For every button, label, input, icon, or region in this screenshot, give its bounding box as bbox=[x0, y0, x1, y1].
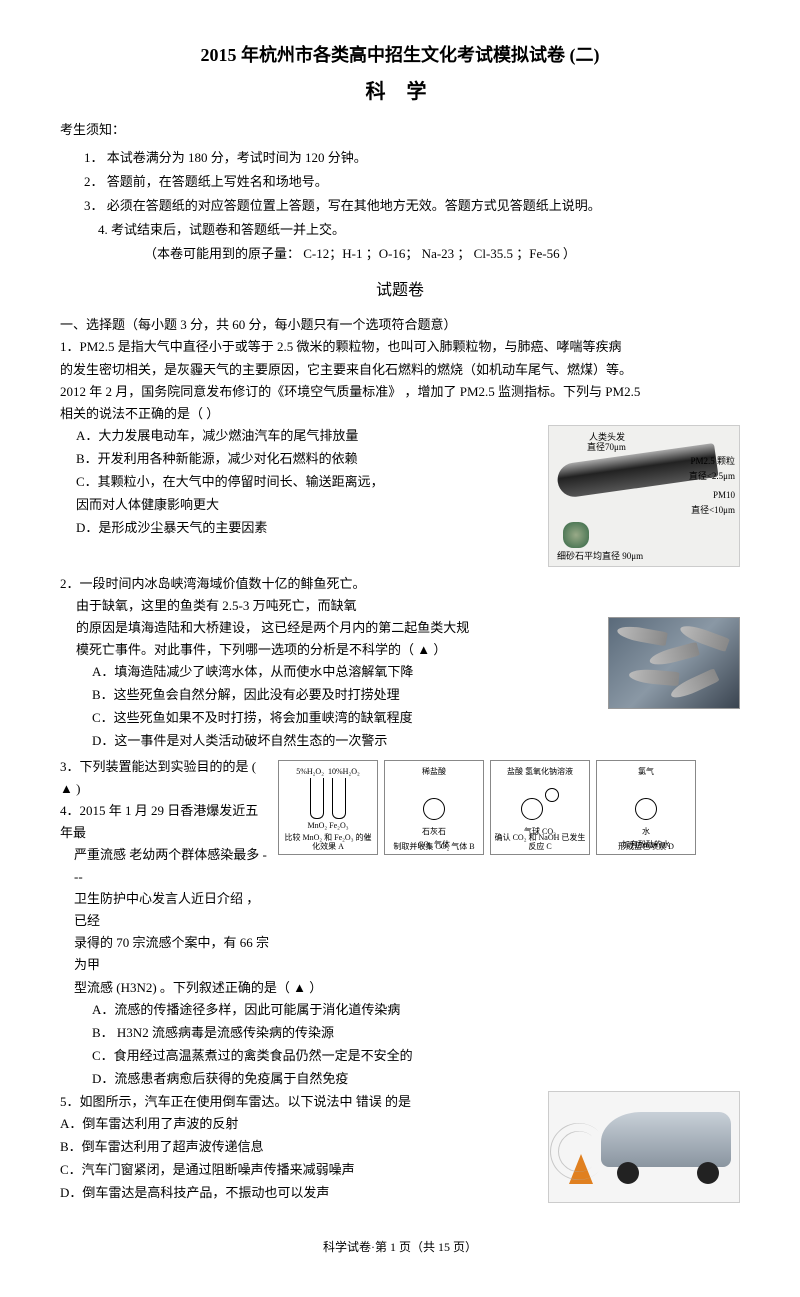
wheel-icon bbox=[617, 1162, 639, 1184]
q4-opt-b: B． H3N2 流感病毒是流感传染病的传染源 bbox=[92, 1022, 740, 1044]
caption-d: 形成蓝色喷泉 D bbox=[599, 843, 693, 852]
flask-icon bbox=[423, 798, 445, 820]
t: PM2.5 颗粒 bbox=[690, 456, 735, 466]
notice-header: 考生须知： bbox=[60, 119, 740, 141]
t: 稀盐酸 bbox=[385, 765, 483, 779]
fish-shape bbox=[616, 624, 668, 646]
label-sand: 细砂石平均直径 90μm bbox=[557, 549, 643, 564]
q4-stem: 严重流感 老幼两个群体感染最多 --- bbox=[74, 844, 270, 888]
t: 直径<2.5μm bbox=[689, 471, 735, 481]
q2-stem: 由于缺氧，这里的鱼类有 2.5-3 万吨死亡，而缺氧 bbox=[76, 595, 740, 617]
label-pm10: PM10 直径<10μm bbox=[691, 488, 735, 519]
car-body bbox=[601, 1112, 731, 1167]
t: 石灰石 bbox=[385, 825, 483, 839]
tube-icon bbox=[332, 778, 346, 819]
notice-item: 4. 考试结束后，试题卷和答题纸一并上交。 bbox=[98, 219, 740, 241]
t: PM10 bbox=[713, 490, 735, 500]
label-hair-d: 直径70μm bbox=[587, 440, 626, 455]
apparatus-c: 盐酸 氢氧化钠溶液 气球 CO₂ 确认 CO₂ 和 NaOH 已发生反应 C bbox=[490, 760, 590, 855]
caption-c: 确认 CO₂ 和 NaOH 已发生反应 C bbox=[493, 834, 587, 852]
caption-a: 比较 MnO₂ 和 Fe₂O₃ 的催化效果 A bbox=[281, 834, 375, 852]
q1-stem: 2012 年 2 月，国务院同意发布修订的《环境空气质量标准》 ，增加了 PM2… bbox=[60, 381, 740, 403]
t: MnO₂ bbox=[307, 821, 327, 830]
t: 氯气 bbox=[597, 765, 695, 779]
q1-stem: 的发生密切相关，是灰霾天气的主要原因，它主要来自化石燃料的燃烧（如机动车尾气、燃… bbox=[60, 359, 740, 381]
t: Fe₂O₃ bbox=[329, 821, 348, 830]
section-header: 试题卷 bbox=[60, 277, 740, 304]
page-footer: 科学试卷·第 1 页（共 15 页） bbox=[60, 1237, 740, 1257]
question-2: 2．一段时间内冰岛峡湾海域价值数十亿的鲱鱼死亡。 由于缺氧，这里的鱼类有 2.5… bbox=[60, 573, 740, 754]
q2-opt-c: C．这些死鱼如果不及时打捞，将会加重峡湾的缺氧程度 bbox=[92, 707, 740, 729]
question-1: 1．PM2.5 是指大气中直径小于或等于 2.5 微米的颗粒物，也叫可入肺颗粒物… bbox=[60, 336, 740, 570]
q4-opt-c: C．食用经过高温蒸煮过的禽类食品仍然一定是不安全的 bbox=[92, 1045, 740, 1067]
sand-graphic bbox=[563, 522, 589, 548]
q2-opt-d: D．这一事件是对人类活动破坏自然生态的一次警示 bbox=[92, 730, 740, 752]
atomic-masses: （本卷可能用到的原子量： C-12；H-1 ；O-16； Na-23 ； Cl-… bbox=[144, 243, 740, 265]
t: 5%H₂O₂ bbox=[296, 767, 324, 776]
figure-car bbox=[548, 1091, 740, 1203]
apparatus-a: 5%H₂O₂ 10%H₂O₂ MnO₂ Fe₂O₃ 比较 MnO₂ 和 Fe₂O… bbox=[278, 760, 378, 855]
notice-item: 1． 本试卷满分为 180 分，考试时间为 120 分钟。 bbox=[84, 147, 740, 169]
q4-opt-d: D．流感患者病愈后获得的免疫属于自然免疫 bbox=[92, 1068, 740, 1090]
apparatus-b: 稀盐酸 石灰石 CO₂ 气体 制取并收集 CO₂ 气体 B bbox=[384, 760, 484, 855]
figure-fish bbox=[608, 617, 740, 709]
apparatus-figures: 5%H₂O₂ 10%H₂O₂ MnO₂ Fe₂O₃ 比较 MnO₂ 和 Fe₂O… bbox=[278, 760, 696, 855]
t: 水 bbox=[642, 827, 650, 836]
page-subtitle: 科 学 bbox=[60, 75, 740, 109]
wheel-icon bbox=[697, 1162, 719, 1184]
page-title: 2015 年杭州市各类高中招生文化考试模拟试卷 (二) bbox=[60, 40, 740, 71]
t: 盐酸 bbox=[507, 767, 523, 776]
q4-opts: A．流感的传播途径多样，因此可能属于消化道传染病 B． H3N2 流感病毒是流感… bbox=[92, 999, 740, 1090]
tube-icon bbox=[310, 778, 324, 819]
q1-stem: 相关的说法不正确的是（ ） bbox=[60, 403, 740, 425]
label-pm25: PM2.5 颗粒 直径<2.5μm bbox=[689, 454, 735, 485]
q2-stem: 2．一段时间内冰岛峡湾海域价值数十亿的鲱鱼死亡。 bbox=[60, 573, 740, 595]
fish-shape bbox=[628, 668, 679, 686]
t: 10%H₂O₂ bbox=[328, 767, 360, 776]
t: 氢氧化钠溶液 bbox=[525, 767, 573, 776]
q4-stem: 录得的 70 宗流感个案中，有 66 宗为甲 bbox=[74, 932, 270, 976]
q4-stem: 型流感 (H3N2) 。下列叙述正确的是（ ▲ ） bbox=[74, 977, 740, 999]
fish-shape bbox=[648, 642, 700, 668]
q4-stem: 卫生防护中心发言人近日介绍 ，已经 bbox=[74, 888, 270, 932]
flask-icon bbox=[635, 798, 657, 820]
notice-item: 2． 答题前，在答题纸上写姓名和场地号。 bbox=[84, 171, 740, 193]
t: 直径<10μm bbox=[691, 505, 735, 515]
balloon-icon bbox=[545, 788, 559, 802]
apparatus-d: 氯气 水 加有酚酞的水 形成蓝色喷泉 D bbox=[596, 760, 696, 855]
flask-icon bbox=[521, 798, 543, 820]
part1-title: 一、选择题（每小题 3 分，共 60 分，每小题只有一个选项符合题意） bbox=[60, 314, 740, 336]
q3-stem: 3．下列装置能达到实验目的的是 ( ▲ ) bbox=[60, 756, 270, 800]
caption-b: 制取并收集 CO₂ 气体 B bbox=[387, 843, 481, 852]
notice-list: 1． 本试卷满分为 180 分，考试时间为 120 分钟。 2． 答题前，在答题… bbox=[84, 147, 740, 265]
notice-item: 3． 必须在答题纸的对应答题位置上答题，写在其他地方无效。答题方式见答题纸上说明… bbox=[84, 195, 740, 217]
q1-stem: 1．PM2.5 是指大气中直径小于或等于 2.5 微米的颗粒物，也叫可入肺颗粒物… bbox=[60, 336, 740, 358]
q3-q4-row: 3．下列装置能达到实验目的的是 ( ▲ ) 4．2015 年 1 月 29 日香… bbox=[60, 756, 740, 977]
q4-stem: 4．2015 年 1 月 29 日香港爆发近五年最 bbox=[60, 800, 270, 844]
figure-pm25: 人类头发 直径70μm PM2.5 颗粒 直径<2.5μm PM10 直径<10… bbox=[548, 425, 740, 567]
question-5: 5．如图所示，汽车正在使用倒车雷达。以下说法中 错误 的是 A．倒车雷达利用了声… bbox=[60, 1091, 740, 1207]
q4-opt-a: A．流感的传播途径多样，因此可能属于消化道传染病 bbox=[92, 999, 740, 1021]
